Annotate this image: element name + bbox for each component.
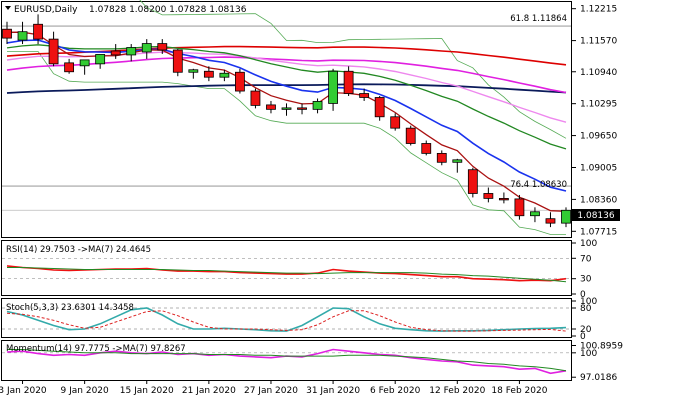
bull-candle [219, 72, 230, 78]
rsi-series: 100 70 30 0 [2, 239, 597, 300]
bear-candle [157, 43, 168, 51]
bull-candle [79, 59, 90, 67]
fib-764-label: 76.4 1.08630 [510, 180, 567, 190]
bear-candle [421, 143, 432, 154]
bear-candle [436, 152, 447, 163]
rsi-pane-border [1, 240, 572, 296]
indicator-tick-label: 0 [580, 332, 586, 342]
bull-candle [126, 47, 137, 56]
price-tick-label: 1.10295 [580, 100, 617, 110]
indicator-tick-label: 20 [580, 325, 592, 335]
price-tick-label: 1.11570 [580, 37, 617, 47]
bear-candle [203, 70, 214, 78]
bear-candle [359, 93, 370, 98]
bull-candle [561, 209, 571, 224]
ohlc-label: 1.07828 1.08200 1.07828 1.08136 [89, 5, 247, 15]
indicator-series-line [6, 310, 567, 332]
bear-candle [2, 28, 12, 39]
ema-blue-line [6, 39, 567, 192]
bear-candle [343, 70, 354, 94]
indicator-tick-label: 100.8959 [580, 341, 623, 351]
stoch-label: Stoch(5,3,3) 23.6301 14.3458 [6, 303, 134, 313]
price-tick-label: 1.09005 [580, 163, 617, 173]
bear-candle [33, 23, 43, 40]
symbol-label: EURUSD,Daily [14, 5, 78, 15]
bull-candle [141, 43, 152, 53]
bear-candle [483, 193, 494, 199]
date-label: 6 Feb 2020 [370, 386, 421, 396]
indicator-tick-label: 100 [580, 297, 597, 307]
date-label: 27 Jan 2020 [244, 386, 298, 396]
date-label: 12 Feb 2020 [429, 386, 485, 396]
axis-labels: 1.12215 1.11570 1.10940 1.10295 1.09650 1.090… [0, 5, 617, 396]
date-label: 3 Jan 2020 [0, 386, 47, 396]
bear-candle [514, 198, 525, 217]
bull-candle [452, 159, 463, 163]
indicator-tick-label: 80 [580, 304, 592, 314]
fib-618-label: 61.8 1.11864 [510, 14, 567, 24]
bear-candle [374, 97, 385, 118]
indicator-tick-label: 97.0186 [580, 373, 617, 383]
ema-navy-line [6, 83, 567, 94]
bull-candle [95, 54, 106, 65]
momentum-label: Momentum(14) 97.7775 ->MA(7) 97.8267 [6, 344, 186, 354]
bear-candle [266, 104, 276, 110]
bear-candle [498, 198, 509, 201]
indicator-tick-label: 0 [580, 290, 586, 300]
current-price-box [572, 209, 620, 221]
collapse-arrow-icon[interactable] [5, 6, 11, 10]
ema-green-line [6, 44, 567, 150]
bear-candle [110, 50, 121, 56]
bull-candle [328, 70, 338, 104]
indicator-series-line [7, 349, 567, 372]
lower-band-line [7, 51, 566, 235]
bear-candle [235, 71, 245, 92]
date-label: 18 Feb 2020 [491, 386, 547, 396]
date-label: 9 Jan 2020 [61, 386, 109, 396]
price-tick-label: 1.09650 [580, 132, 617, 142]
bear-candle [172, 49, 183, 73]
momentum-pane-border [1, 340, 572, 381]
bear-candle [250, 90, 261, 106]
indicator-tick-label: 100 [580, 239, 597, 249]
bear-candle [467, 169, 478, 194]
indicator-tick-label: 70 [580, 254, 592, 264]
bull-candle [530, 211, 540, 217]
indicator-series-line [7, 267, 567, 283]
date-label: 31 Jan 2020 [306, 386, 360, 396]
bear-candle [545, 218, 556, 224]
price-tick-label: 1.07715 [580, 227, 617, 237]
bear-candle [48, 38, 59, 65]
stoch-pane-border [1, 298, 572, 338]
main-pane-border [1, 1, 572, 238]
bull-candle [17, 31, 28, 41]
current-price-label: 1.08136 [577, 211, 614, 221]
indicator-tick-label: 30 [580, 275, 592, 285]
price-tick-label: 1.08360 [580, 195, 617, 205]
date-label: 21 Jan 2020 [182, 386, 236, 396]
bear-candle [390, 116, 401, 129]
bear-candle [297, 107, 307, 110]
date-label: 15 Jan 2020 [120, 386, 174, 396]
bull-candle [281, 107, 292, 110]
chart-header: EURUSD,Daily 1.07828 1.08200 1.07828 1.0… [5, 5, 247, 15]
indicator-tick-label: 100 [580, 349, 597, 359]
upper-band-line [139, 0, 567, 139]
price-tick-label: 1.12215 [580, 5, 617, 15]
candlestick-series [2, 14, 571, 228]
price-tick-label: 1.10940 [580, 68, 617, 78]
bear-candle [64, 62, 75, 73]
bull-candle [312, 101, 323, 110]
bear-candle [405, 127, 416, 144]
bull-candle [188, 69, 199, 73]
rsi-label: RSI(14) 29.7503 ->MA(7) 24.4645 [6, 245, 151, 255]
